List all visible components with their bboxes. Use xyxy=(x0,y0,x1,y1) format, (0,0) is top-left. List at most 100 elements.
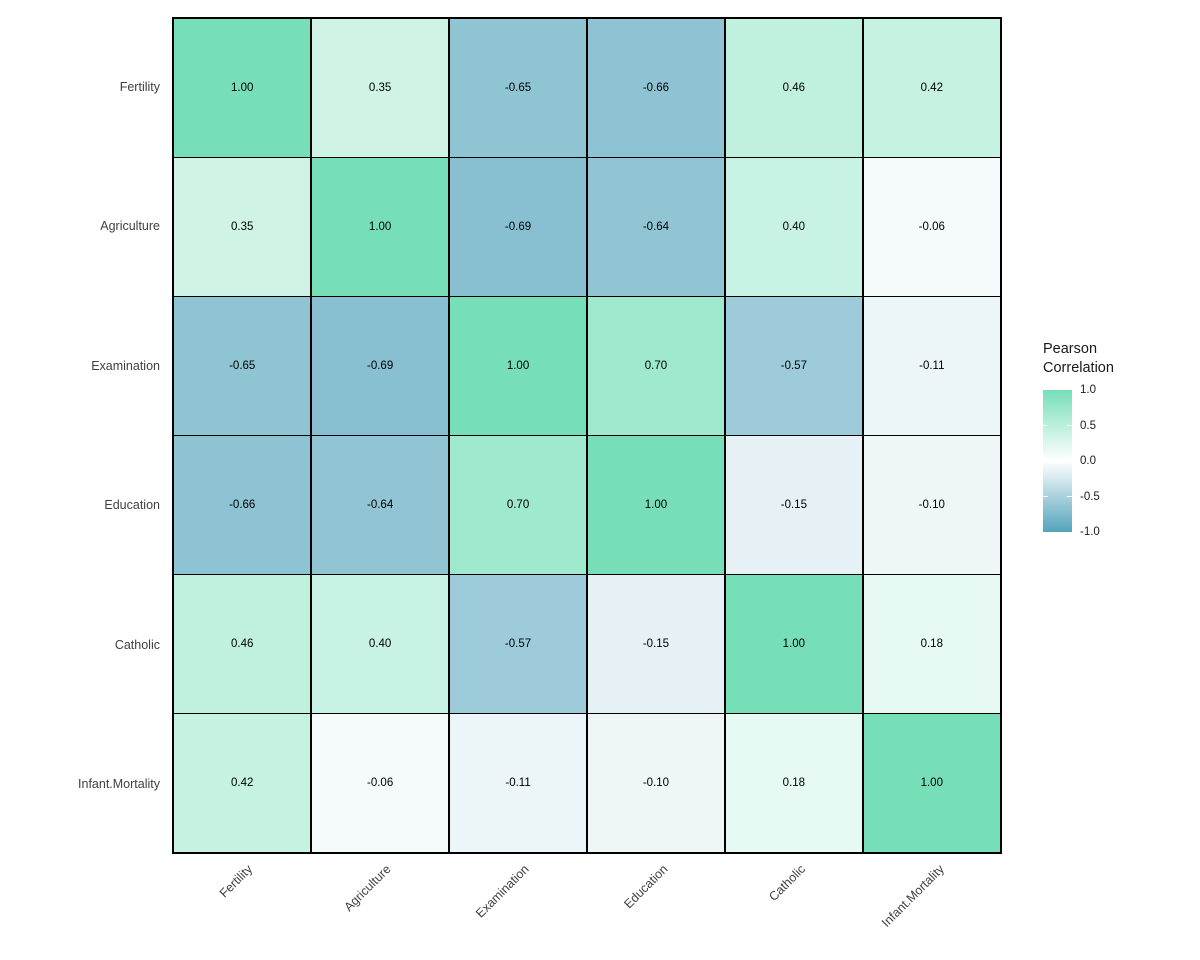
heatmap-cell: -0.69 xyxy=(311,297,449,435)
y-axis-label: Examination xyxy=(91,358,160,373)
heatmap-cell: 0.40 xyxy=(311,575,449,713)
heatmap-cell: -0.64 xyxy=(311,436,449,574)
heatmap-panel: 1.00 0.35 -0.65 -0.66 0.46 0.42 0.35 1.00 -0.69 -… xyxy=(172,17,1002,854)
cell-value: -0.11 xyxy=(505,777,531,790)
y-axis-label: Infant.Mortality xyxy=(78,777,160,792)
heatmap-cell: 0.40 xyxy=(725,158,863,296)
cell-value: -0.66 xyxy=(642,81,670,94)
heatmap-cell: 1.00 xyxy=(174,19,311,157)
cell-value: -0.64 xyxy=(642,220,670,233)
cell-value: 0.42 xyxy=(231,777,254,790)
cell-value: 1.00 xyxy=(920,777,943,790)
heatmap-cell: 1.00 xyxy=(863,714,1000,852)
heatmap-cell: -0.15 xyxy=(587,575,725,713)
legend-break-tick xyxy=(1067,460,1072,462)
legend-tick-label: 0.5 xyxy=(1080,419,1096,432)
heatmap-cell: 0.18 xyxy=(863,575,1000,713)
heatmap-cell: 1.00 xyxy=(587,436,725,574)
legend-colorbar xyxy=(1043,390,1072,532)
heatmap-cell: 0.42 xyxy=(863,19,1000,157)
x-axis-label: Agriculture xyxy=(341,862,394,915)
cell-value: 0.18 xyxy=(920,638,943,651)
heatmap-cell: -0.15 xyxy=(725,436,863,574)
legend-break-tick xyxy=(1043,495,1048,498)
legend-tick-label: 0.0 xyxy=(1080,455,1096,467)
cell-value: 0.40 xyxy=(782,220,806,233)
heatmap-cell: -0.65 xyxy=(174,297,311,435)
heatmap-cell: -0.10 xyxy=(863,436,1000,574)
heatmap-cell: -0.65 xyxy=(449,19,587,157)
heatmap-cell: -0.11 xyxy=(449,714,587,852)
cell-value: 1.00 xyxy=(782,638,806,651)
cell-value: 1.00 xyxy=(368,220,392,233)
legend-title-line: Pearson xyxy=(1043,341,1098,357)
cell-value: 0.35 xyxy=(368,81,392,94)
cell-value: 1.00 xyxy=(644,499,668,512)
heatmap-cell: 0.42 xyxy=(174,714,311,852)
heatmap-cell: 0.70 xyxy=(587,297,725,435)
heatmap-cell: -0.66 xyxy=(587,19,725,157)
legend-break-tick xyxy=(1043,424,1048,427)
cell-value: 0.46 xyxy=(782,81,806,94)
cell-value: 0.18 xyxy=(782,777,806,790)
legend-break-tick xyxy=(1043,460,1048,462)
cell-value: -0.66 xyxy=(229,499,256,512)
heatmap-cell: 0.46 xyxy=(725,19,863,157)
legend-tick-label: 1.0 xyxy=(1080,384,1096,396)
cell-value: 0.35 xyxy=(231,220,254,233)
y-axis-label: Education xyxy=(104,498,160,513)
cell-value: -0.64 xyxy=(367,499,394,512)
legend-break-tick xyxy=(1067,424,1072,427)
heatmap-cell: 0.35 xyxy=(174,158,311,296)
cell-value: -0.69 xyxy=(504,220,532,233)
cell-value: 0.42 xyxy=(920,81,943,94)
x-axis-label: Examination xyxy=(473,862,532,921)
cell-value: -0.69 xyxy=(367,359,394,372)
cell-value: -0.15 xyxy=(780,499,807,512)
cell-value: 1.00 xyxy=(506,359,530,372)
heatmap-cell: -0.10 xyxy=(587,714,725,852)
heatmap-cell: 0.18 xyxy=(725,714,863,852)
heatmap-cell: 0.35 xyxy=(311,19,449,157)
heatmap-cell: -0.69 xyxy=(449,158,587,296)
heatmap-cell: 0.70 xyxy=(449,436,587,574)
cell-value: -0.65 xyxy=(504,81,532,94)
y-axis-label: Fertility xyxy=(119,79,160,94)
heatmap-cell: -0.57 xyxy=(449,575,587,713)
legend-title: Pearson Correlation xyxy=(1043,340,1114,378)
x-axis-label: Infant.Mortality xyxy=(878,862,947,930)
heatmap-cell: -0.06 xyxy=(863,158,1000,296)
heatmap-cell: -0.57 xyxy=(725,297,863,435)
cell-value: 0.46 xyxy=(231,638,254,651)
heatmap-cell: 1.00 xyxy=(311,158,449,296)
cell-value: 0.70 xyxy=(506,499,530,512)
cell-value: 0.40 xyxy=(368,638,392,651)
x-axis-label: Fertility xyxy=(216,862,256,901)
legend-tick-label: -1.0 xyxy=(1080,526,1100,538)
cell-value: -0.10 xyxy=(642,777,670,790)
cell-value: -0.65 xyxy=(229,359,256,372)
heatmap-cell: -0.66 xyxy=(174,436,311,574)
x-axis-label: Education xyxy=(620,862,671,912)
y-axis-label: Catholic xyxy=(114,637,160,652)
heatmap-cell: 1.00 xyxy=(449,297,587,435)
legend-break-tick xyxy=(1067,495,1072,498)
cell-value: -0.06 xyxy=(918,220,945,233)
heatmap-cell: 1.00 xyxy=(725,575,863,713)
cell-value: -0.11 xyxy=(919,359,945,372)
cell-value: -0.10 xyxy=(918,499,945,512)
cell-value: -0.57 xyxy=(504,638,532,651)
heatmap-cell: -0.11 xyxy=(863,297,1000,435)
cell-value: -0.06 xyxy=(367,777,394,790)
legend-title-line: Correlation xyxy=(1043,360,1114,376)
x-axis-label: Catholic xyxy=(766,862,809,904)
heatmap-cell: -0.64 xyxy=(587,158,725,296)
heatmap-cell: -0.06 xyxy=(311,714,449,852)
heatmap-cell: 0.46 xyxy=(174,575,311,713)
cell-value: 0.70 xyxy=(644,359,668,372)
cell-value: -0.15 xyxy=(642,638,670,651)
cell-value: 1.00 xyxy=(231,81,254,94)
legend-tick-label: -0.5 xyxy=(1080,490,1100,503)
y-axis-label: Agriculture xyxy=(100,219,160,234)
